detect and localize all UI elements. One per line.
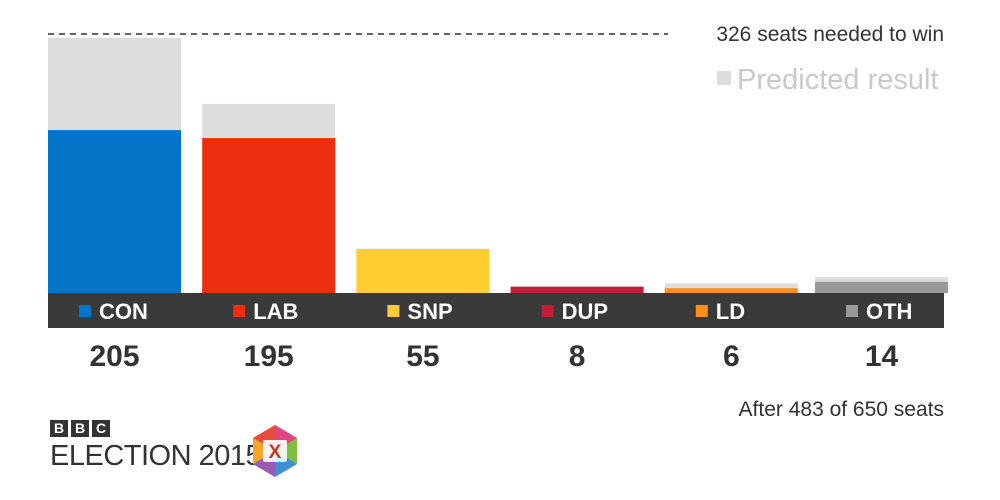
party-label-strip — [48, 293, 944, 328]
party-label-dup: DUP — [562, 299, 608, 324]
legend-label-predicted: Predicted result — [737, 64, 939, 96]
party-swatch-con — [79, 305, 91, 317]
seat-value-oth: 14 — [865, 340, 899, 373]
party-swatch-snp — [387, 305, 400, 317]
party-swatch-oth — [846, 305, 858, 317]
party-label-lab: LAB — [253, 299, 298, 324]
seat-value-lab: 195 — [244, 340, 294, 373]
bbc-logo: B B C — [50, 420, 310, 437]
seat-bar-dup — [510, 286, 644, 293]
seat-value-con: 205 — [89, 340, 139, 373]
election-title: ELECTION 2015 — [50, 440, 262, 472]
threshold-label: 326 seats needed to win — [716, 23, 944, 46]
election-x-logo-icon: X — [253, 425, 297, 477]
election-logo-letter: X — [269, 442, 282, 463]
party-label-ld: LD — [716, 299, 745, 324]
seat-bar-chart: 326 seats needed to win Predicted result… — [48, 23, 948, 373]
party-swatch-dup — [541, 305, 554, 317]
party-swatch-lab — [233, 305, 246, 317]
seat-bar-con — [48, 130, 181, 293]
party-label-oth: OTH — [866, 299, 912, 324]
bbc-logo-letter: C — [92, 420, 110, 437]
party-label-con: CON — [99, 299, 148, 324]
seat-bar-lab — [202, 138, 336, 293]
seat-value-dup: 8 — [569, 340, 586, 373]
bbc-logo-letter: B — [71, 420, 89, 437]
seat-bar-snp — [356, 249, 490, 293]
results-progress-note: After 483 of 650 seats — [738, 398, 944, 421]
seat-value-snp: 55 — [406, 340, 439, 373]
seat-bar-oth — [815, 281, 948, 293]
bbc-logo-letter: B — [50, 420, 68, 437]
legend-swatch-predicted — [717, 71, 731, 85]
bbc-election-brand: B B C ELECTION 2015 X — [50, 420, 310, 480]
party-swatch-ld — [695, 305, 708, 317]
party-label-snp: SNP — [407, 299, 452, 324]
seat-value-ld: 6 — [723, 340, 740, 373]
seat-bar-ld — [664, 288, 798, 293]
